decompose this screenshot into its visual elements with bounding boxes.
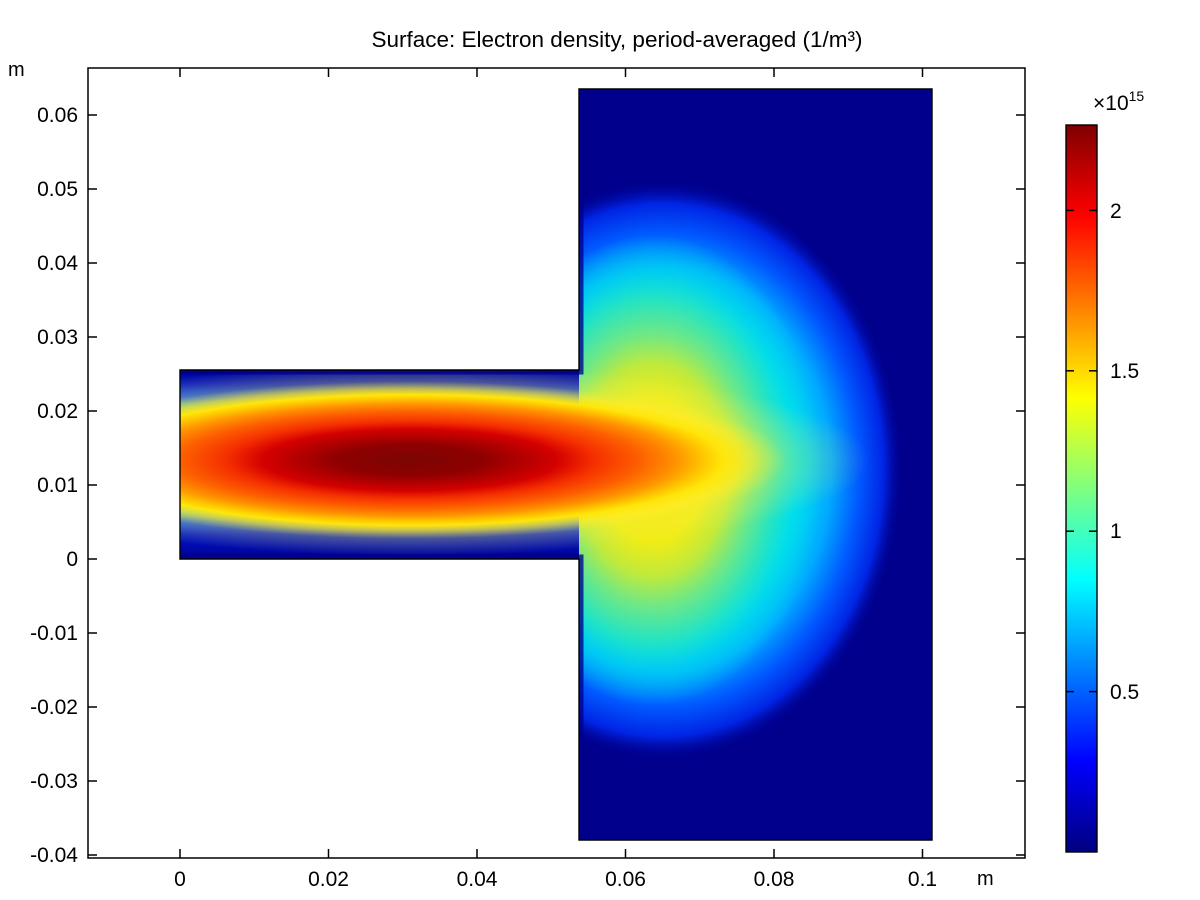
y-tick-label: 0.01 xyxy=(37,474,78,497)
colorbar-multiplier: ×1015 xyxy=(1093,88,1144,115)
colorbar-tick-label: 1.5 xyxy=(1110,360,1139,383)
domain-outline xyxy=(179,88,933,841)
y-tick-label: -0.03 xyxy=(30,770,78,793)
y-tick-label: -0.01 xyxy=(30,622,78,645)
x-tick-label: 0.08 xyxy=(754,868,795,891)
colorbar-gradient xyxy=(1065,124,1098,853)
x-tick-label: 0.06 xyxy=(605,868,646,891)
y-ticks-right xyxy=(1016,114,1025,856)
colorbar: ×1015 2 1.5 1 0.5 xyxy=(1065,88,1144,853)
colorbar-ticks xyxy=(1066,209,1097,693)
tube-hot-core xyxy=(180,89,932,840)
y-tick-labels: 0.06 0.05 0.04 0.03 0.02 0.01 0 -0.01 -0… xyxy=(30,104,78,867)
plot-title: Surface: Electron density, period-averag… xyxy=(371,27,862,52)
y-tick-label: 0.05 xyxy=(37,178,78,201)
colorbar-tick-label: 2 xyxy=(1110,200,1122,223)
x-ticks-top xyxy=(179,68,924,77)
y-tick-label: 0 xyxy=(66,548,78,571)
x-tick-labels: 0 0.02 0.04 0.06 0.08 0.1 xyxy=(174,868,937,891)
y-axis-unit: m xyxy=(8,59,25,81)
y-tick-label: 0.06 xyxy=(37,104,78,127)
simulation-domain-surface xyxy=(180,89,932,840)
x-tick-label: 0.02 xyxy=(308,868,349,891)
x-tick-label: 0.1 xyxy=(908,868,937,891)
y-tick-label: 0.02 xyxy=(37,400,78,423)
colorbar-tick-label: 1 xyxy=(1110,520,1122,543)
x-tick-label: 0 xyxy=(174,868,186,891)
x-ticks-bottom xyxy=(179,849,924,858)
x-tick-label: 0.04 xyxy=(457,868,498,891)
y-ticks-left xyxy=(88,114,97,856)
y-tick-label: 0.03 xyxy=(37,326,78,349)
y-tick-label: -0.04 xyxy=(30,844,78,867)
y-tick-label: 0.04 xyxy=(37,252,78,275)
y-tick-label: -0.02 xyxy=(30,696,78,719)
colorbar-tick-label: 0.5 xyxy=(1110,681,1139,704)
axes xyxy=(87,67,1026,859)
x-axis-unit: m xyxy=(977,868,994,890)
axes-box xyxy=(87,67,1026,859)
colorbar-tick-labels: 2 1.5 1 0.5 xyxy=(1110,200,1139,704)
